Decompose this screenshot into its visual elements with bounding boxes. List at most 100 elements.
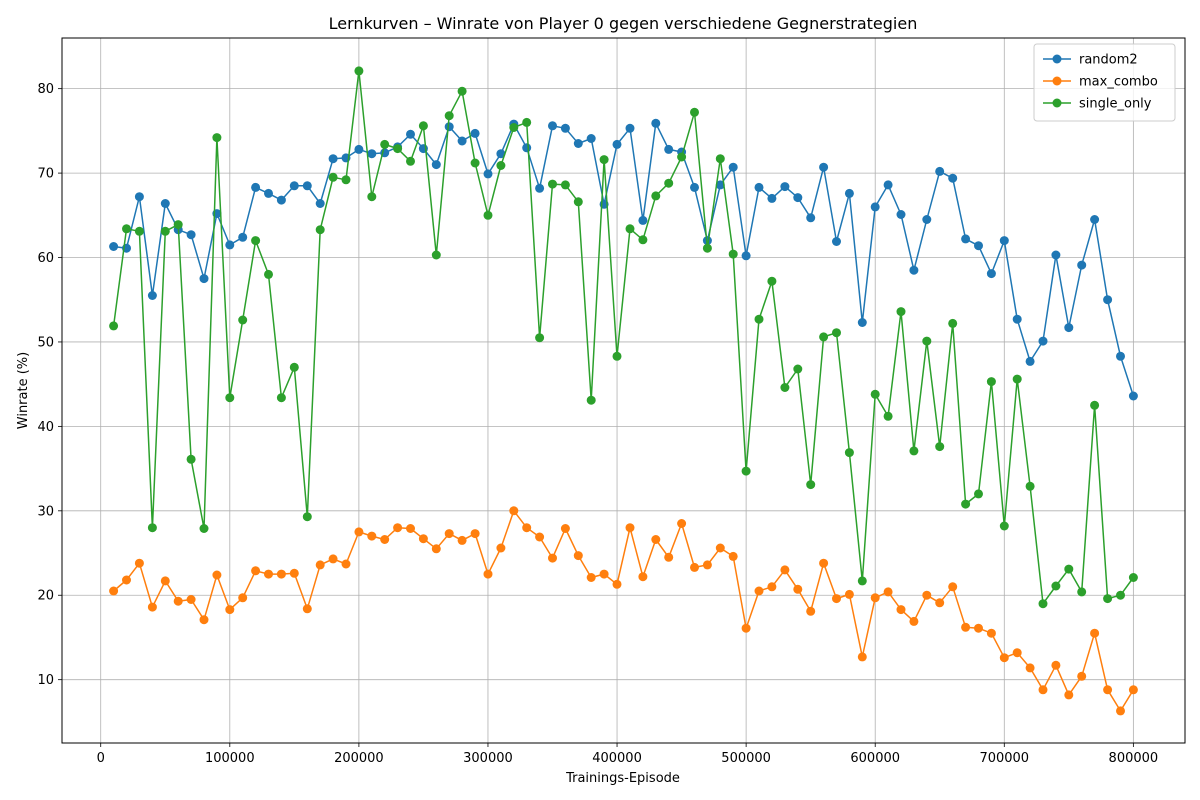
- data-point-random2: [690, 182, 699, 192]
- data-point-max-combo: [496, 543, 506, 553]
- data-point-random2: [470, 128, 480, 138]
- data-point-max-combo: [225, 605, 235, 615]
- data-point-random2: [289, 181, 299, 191]
- data-point-max-combo: [573, 551, 583, 561]
- data-point-single-only: [470, 158, 480, 168]
- data-point-single-only: [819, 332, 829, 342]
- data-point-single-only: [986, 377, 996, 387]
- data-point-random2: [134, 192, 144, 202]
- data-point-max-combo: [999, 653, 1009, 663]
- data-point-random2: [999, 236, 1009, 246]
- data-point-random2: [1128, 391, 1138, 401]
- data-point-max-combo: [922, 590, 932, 600]
- data-point-max-combo: [780, 565, 790, 575]
- data-point-single-only: [354, 66, 364, 76]
- y-tick-label: 20: [37, 589, 54, 604]
- data-point-max-combo: [1090, 628, 1100, 638]
- data-point-max-combo: [612, 579, 622, 589]
- data-point-random2: [754, 182, 764, 192]
- data-point-random2: [496, 149, 506, 159]
- data-point-max-combo: [1077, 671, 1087, 681]
- data-point-single-only: [832, 328, 841, 338]
- data-point-max-combo: [548, 553, 557, 563]
- data-point-random2: [276, 195, 286, 205]
- data-point-single-only: [728, 249, 738, 259]
- data-point-max-combo: [315, 560, 325, 570]
- legend-item-max-combo: max_combo: [1043, 75, 1158, 90]
- data-point-max-combo: [870, 593, 880, 603]
- data-point-max-combo: [1128, 685, 1138, 695]
- data-point-max-combo: [1051, 660, 1061, 670]
- data-point-single-only: [612, 351, 622, 361]
- data-point-single-only: [573, 197, 583, 207]
- data-point-random2: [431, 160, 441, 170]
- data-point-random2: [793, 193, 803, 203]
- data-point-single-only: [548, 179, 557, 189]
- data-point-single-only: [1025, 481, 1035, 491]
- data-point-max-combo: [147, 602, 157, 612]
- data-point-random2: [1051, 250, 1061, 260]
- data-point-single-only: [444, 111, 454, 121]
- data-point-max-combo: [961, 622, 971, 632]
- data-point-single-only: [276, 393, 286, 403]
- data-point-single-only: [509, 123, 519, 132]
- data-point-single-only: [315, 225, 325, 235]
- data-point-max-combo: [354, 527, 364, 537]
- data-point-random2: [238, 232, 248, 242]
- data-point-max-combo: [909, 616, 919, 626]
- data-point-single-only: [496, 161, 506, 170]
- data-point-max-combo: [1012, 648, 1022, 658]
- data-point-max-combo: [380, 535, 390, 544]
- data-point-single-only: [974, 489, 983, 499]
- data-point-random2: [728, 162, 738, 172]
- data-point-max-combo: [483, 569, 493, 579]
- x-tick-label: 200000: [334, 751, 384, 766]
- data-point-random2: [302, 181, 312, 191]
- data-point-random2: [406, 129, 415, 139]
- data-point-max-combo: [651, 535, 661, 544]
- data-point-single-only: [1090, 400, 1100, 410]
- data-point-max-combo: [470, 529, 480, 539]
- data-point-random2: [109, 242, 119, 251]
- data-point-max-combo: [560, 524, 570, 533]
- x-axis-label: Trainings-Episode: [565, 771, 680, 786]
- data-point-single-only: [328, 172, 338, 182]
- data-point-random2: [651, 118, 661, 128]
- data-point-single-only: [1116, 590, 1125, 600]
- data-point-random2: [909, 265, 919, 275]
- data-point-random2: [186, 230, 196, 240]
- data-point-single-only: [173, 220, 183, 230]
- data-point-max-combo: [302, 604, 312, 614]
- data-point-single-only: [702, 243, 712, 253]
- data-point-single-only: [302, 512, 312, 522]
- legend: random2 max_combo single_only: [1033, 43, 1176, 122]
- data-point-random2: [1038, 336, 1048, 346]
- data-point-max-combo: [418, 534, 428, 544]
- y-tick-label: 80: [37, 82, 54, 97]
- data-point-single-only: [1064, 564, 1074, 574]
- data-point-random2: [819, 162, 829, 172]
- data-point-max-combo: [844, 589, 854, 599]
- data-point-single-only: [793, 364, 803, 374]
- data-point-single-only: [251, 236, 261, 246]
- data-point-max-combo: [857, 652, 867, 662]
- data-point-random2: [560, 123, 570, 133]
- data-point-max-combo: [122, 575, 131, 585]
- x-tick-label: 600000: [850, 751, 900, 766]
- data-point-single-only: [677, 152, 687, 162]
- data-point-max-combo: [457, 535, 467, 545]
- data-point-max-combo: [431, 544, 441, 554]
- data-point-single-only: [457, 86, 467, 96]
- data-point-max-combo: [728, 551, 738, 561]
- data-point-single-only: [870, 389, 880, 399]
- data-point-single-only: [1051, 581, 1061, 591]
- data-point-max-combo: [690, 562, 699, 572]
- data-point-single-only: [806, 480, 816, 490]
- data-point-single-only: [741, 466, 751, 476]
- data-point-random2: [573, 139, 583, 148]
- data-point-max-combo: [535, 532, 545, 542]
- data-point-random2: [715, 180, 725, 190]
- data-point-max-combo: [109, 586, 119, 596]
- data-point-max-combo: [599, 569, 609, 579]
